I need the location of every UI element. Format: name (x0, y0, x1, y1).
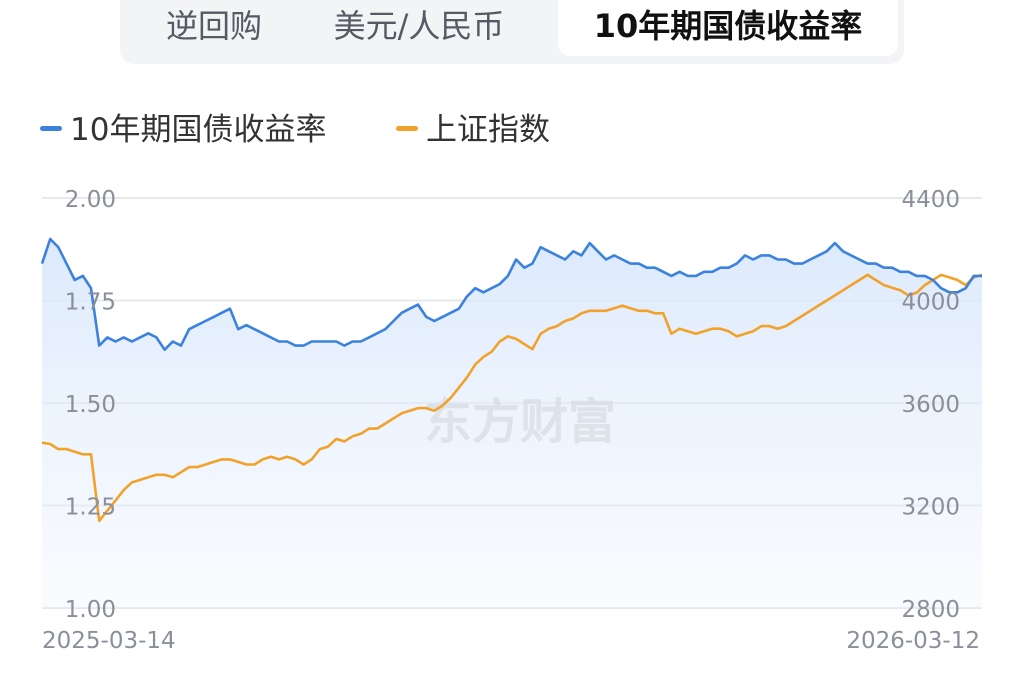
series-line-yield (40, 237, 982, 351)
legend-item-index[interactable]: 上证指数 (396, 110, 550, 150)
y-left-tick-label: 1.00 (65, 597, 116, 620)
dual-axis-line-chart[interactable]: 东方财富 2.00 1.75 1.50 1.25 1.00 4400 4000 3600 32… (0, 170, 1024, 620)
series-line-index (41, 273, 983, 523)
legend-item-yield[interactable]: 10年期国债收益率 (40, 110, 326, 150)
y-axis-right: 4400 4000 3600 3200 2800 (901, 187, 960, 620)
watermark-text: 东方财富 (424, 394, 616, 450)
y-left-tick-label: 1.75 (65, 290, 116, 316)
y-right-tick-label: 4400 (901, 187, 960, 213)
tab-usd-cny[interactable]: 美元/人民币 (333, 7, 505, 45)
tab-bar: 逆回购 美元/人民币 10年期国债收益率 (120, 0, 904, 64)
y-right-tick-label: 3200 (901, 495, 960, 521)
y-right-tick-label: 2800 (901, 597, 960, 620)
legend-label-index: 上证指数 (426, 112, 550, 148)
x-axis-start-label: 2025-03-14 (42, 628, 176, 654)
legend-swatch-yield (40, 126, 62, 131)
yield-area-fill (42, 239, 982, 608)
y-axis-left: 2.00 1.75 1.50 1.25 1.00 (65, 187, 116, 620)
y-right-tick-label: 4000 (901, 290, 960, 316)
legend-swatch-index (396, 126, 418, 131)
y-left-tick-label: 1.25 (65, 495, 116, 521)
legend-label-yield: 10年期国债收益率 (70, 112, 327, 148)
y-left-tick-label: 1.50 (65, 392, 116, 418)
tab-reverse-repo[interactable]: 逆回购 (165, 7, 262, 45)
y-left-tick-label: 2.00 (65, 187, 116, 213)
y-right-tick-label: 3600 (901, 392, 960, 418)
x-axis-end-label: 2026-03-12 (846, 628, 980, 654)
tab-10y-bond-yield[interactable]: 10年期国债收益率 (558, 0, 898, 56)
